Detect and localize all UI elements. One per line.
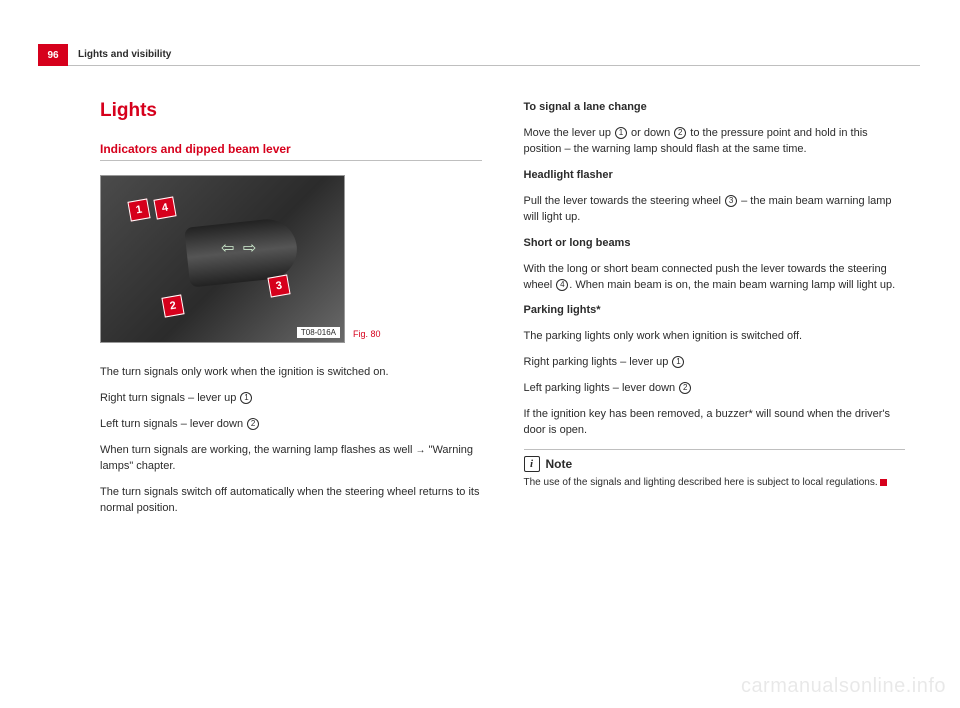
info-icon: i	[524, 456, 540, 472]
para-right-parking: Right parking lights – lever up 1	[524, 355, 906, 371]
para-left-turn: Left turn signals – lever down 2	[100, 417, 482, 433]
heading-lane-change: To signal a lane change	[524, 100, 906, 116]
content-area: Lights Indicators and dipped beam lever …	[100, 100, 905, 688]
right-column: To signal a lane change Move the lever u…	[524, 100, 906, 688]
subheading-rule	[100, 160, 482, 161]
ref-2-icon: 2	[247, 418, 259, 430]
header-bar: Lights and visibility	[68, 44, 920, 66]
figure-80: ⇦ ⇨ 1 4 2 3 T08-016A Fig. 80	[100, 175, 482, 343]
para-auto-off: The turn signals switch off automaticall…	[100, 485, 482, 517]
indicator-arrows-icon: ⇦ ⇨	[221, 238, 258, 258]
note-title: Note	[546, 457, 573, 471]
para-parking-ignition: The parking lights only work when igniti…	[524, 329, 906, 345]
para-buzzer: If the ignition key has been removed, a …	[524, 407, 906, 439]
link-arrow-icon	[415, 444, 425, 456]
heading-headlight-flasher: Headlight flasher	[524, 168, 906, 184]
ref-2-icon: 2	[679, 382, 691, 394]
section-title: Lights and visibility	[68, 49, 171, 60]
para-warning-lamp: When turn signals are working, the warni…	[100, 443, 482, 475]
para-beams: With the long or short beam connected pu…	[524, 262, 906, 294]
ref-2-icon: 2	[674, 127, 686, 139]
note-text: The use of the signals and lighting desc…	[524, 476, 906, 490]
heading-beams: Short or long beams	[524, 236, 906, 252]
ref-1-icon: 1	[615, 127, 627, 139]
para-lane-change: Move the lever up 1 or down 2 to the pre…	[524, 126, 906, 158]
heading-parking-lights: Parking lights*	[524, 303, 906, 319]
end-square-icon	[880, 479, 887, 486]
page-number-tab: 96	[38, 44, 68, 66]
para-headlight-flasher: Pull the lever towards the steering whee…	[524, 194, 906, 226]
subheading-indicators: Indicators and dipped beam lever	[100, 142, 482, 156]
ref-1-icon: 1	[240, 392, 252, 404]
ref-4-icon: 4	[556, 279, 568, 291]
figure-tag: T08-016A	[297, 327, 340, 338]
left-column: Lights Indicators and dipped beam lever …	[100, 100, 482, 688]
figure-caption: Fig. 80	[353, 329, 381, 343]
para-turn-signals-ignition: The turn signals only work when the igni…	[100, 365, 482, 381]
para-left-parking: Left parking lights – lever down 2	[524, 381, 906, 397]
ref-1-icon: 1	[672, 356, 684, 368]
para-right-turn: Right turn signals – lever up 1	[100, 391, 482, 407]
heading-lights: Lights	[100, 100, 482, 122]
note-box: i Note The use of the signals and lighti…	[524, 449, 906, 490]
figure-image: ⇦ ⇨ 1 4 2 3 T08-016A	[100, 175, 345, 343]
watermark: carmanualsonline.info	[741, 675, 946, 698]
ref-3-icon: 3	[725, 195, 737, 207]
